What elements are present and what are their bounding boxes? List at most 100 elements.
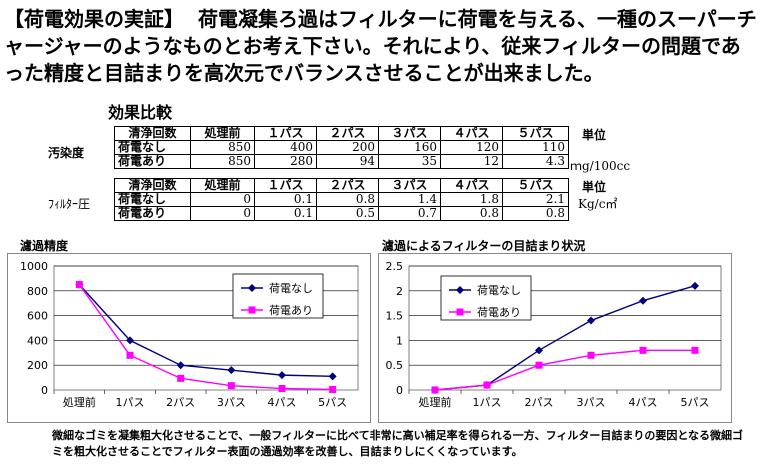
table-header-row: 清浄回数 処理前 １パス ２パス ３パス ４パス ５パス: [114, 126, 569, 141]
legend-label: 荷電あり: [269, 304, 313, 317]
x-tick-label: 4パス: [629, 396, 658, 409]
y-tick-label: 200: [27, 359, 48, 372]
table-row-label-filter-pressure: ﾌｨﾙﾀｰ圧: [48, 197, 91, 211]
section-title: 効果比較: [108, 103, 173, 122]
table-cell: 120: [440, 140, 503, 155]
x-tick-label: 2パス: [525, 396, 554, 409]
x-tick-label: 処理前: [63, 395, 96, 409]
table-cell: 0: [190, 206, 255, 221]
data-point: [328, 372, 337, 381]
table-header-cell: ５パス: [502, 178, 569, 193]
data-point: [639, 346, 647, 354]
table-header-cell: ４パス: [440, 178, 503, 193]
y-tick-label: 800: [27, 285, 48, 298]
data-point: [535, 361, 543, 369]
table-cell: 850: [190, 154, 255, 169]
data-point: [126, 336, 134, 345]
data-point: [126, 351, 134, 359]
unit-value: Kg/c㎡: [578, 197, 618, 211]
chart-title: 濾過精度: [20, 239, 69, 253]
unit-header: 単位: [582, 128, 607, 142]
table-cell: 850: [190, 140, 255, 155]
table-row-label: 荷電あり: [114, 206, 191, 221]
data-point: [535, 346, 543, 355]
x-tick-label: 処理前: [419, 395, 452, 409]
table-header-row: 清浄回数 処理前 １パス ２パス ３パス ４パス ５パス: [114, 178, 569, 193]
table-row: 荷電あり 850 280 94 35 12 4.3: [114, 154, 569, 169]
table-cell: 1.8: [440, 192, 503, 207]
table-header-cell: 処理前: [190, 126, 255, 141]
table-header-cell: 処理前: [190, 178, 255, 193]
table-header-cell: 清浄回数: [114, 178, 191, 193]
table-row-label: 荷電なし: [114, 140, 191, 155]
clogging-chart: 0 0.5 1 1.5 2 2.5 処理前 1パス 2パス 3パス 4パス 5パス 荷電なし 荷電あり: [378, 253, 732, 423]
table-header-cell: ３パス: [378, 126, 441, 141]
series-line: [434, 349, 695, 391]
x-tick-label: 1パス: [116, 396, 145, 409]
filtration-accuracy-chart: 0 200 400 600 800 1000 処理前 1パス 2パス 3パス 4パス 5パス 荷電なし荷…: [7, 253, 371, 423]
y-tick-label: 0.5: [386, 359, 404, 372]
data-point: [177, 374, 185, 382]
data-point: [227, 382, 235, 390]
table-cell: 280: [254, 154, 317, 169]
chart-title: 濾過によるフィルターの目詰まり状況: [382, 239, 586, 253]
table-cell: 2.1: [502, 192, 569, 207]
table-cell: 0.5: [316, 206, 379, 221]
table-header-cell: 清浄回数: [114, 126, 191, 141]
table-cell: 0.1: [254, 192, 317, 207]
y-tick-label: 1: [396, 334, 403, 347]
table-header-cell: ４パス: [440, 126, 503, 141]
x-tick-label: 2パス: [166, 396, 195, 409]
table-header-cell: ３パス: [378, 178, 441, 193]
legend-marker: [248, 284, 256, 292]
data-point: [483, 381, 491, 389]
x-tick-label: 1パス: [473, 396, 502, 409]
data-point: [227, 366, 236, 375]
y-tick-label: 0: [41, 384, 48, 397]
intro-text: 【荷電効果の実証】 荷電凝集ろ過はフィルターに荷電を与える、一種のスーパーチャージ…: [4, 6, 758, 87]
contamination-table: 清浄回数 処理前 １パス ２パス ３パス ４パス ５パス 荷電なし 850 40…: [114, 126, 569, 169]
table-row-label-contamination: 汚染度: [48, 146, 85, 160]
table-cell: 12: [440, 154, 503, 169]
unit-header: 単位: [582, 180, 607, 194]
data-point: [278, 385, 286, 393]
series-line: [78, 284, 333, 378]
table-cell: 35: [378, 154, 441, 169]
legend-label: 荷電なし: [477, 284, 521, 297]
chart-svg: 0 200 400 600 800 1000 処理前 1パス 2パス 3パス 4パス 5パス 荷電なし荷…: [20, 260, 359, 409]
table-header-cell: ２パス: [316, 178, 379, 193]
table-row: 荷電なし 850 400 200 160 120 110: [114, 140, 569, 155]
table-cell: 200: [316, 140, 379, 155]
data-point: [691, 346, 699, 354]
intro-body: 荷電凝集ろ過はフィルターに荷電を与える、一種のスーパーチャージャーのようなものと…: [4, 7, 757, 85]
filter-pressure-table: 清浄回数 処理前 １パス ２パス ３パス ４パス ５パス 荷電なし 0 0.1 …: [114, 178, 569, 221]
table-cell: 160: [378, 140, 441, 155]
y-tick-label: 0: [396, 384, 403, 397]
legend-marker: [456, 286, 464, 294]
data-point: [75, 281, 83, 289]
data-point: [587, 351, 595, 359]
x-tick-label: 5パス: [681, 396, 710, 409]
x-tick-label: 4パス: [268, 396, 297, 409]
table-header-cell: ２パス: [316, 126, 379, 141]
table-cell: 0.1: [254, 206, 317, 221]
table-header-cell: ５パス: [502, 126, 569, 141]
data-point: [329, 385, 337, 393]
table-cell: 0.8: [502, 206, 569, 221]
legend-marker: [456, 308, 464, 316]
y-tick-label: 2: [396, 285, 403, 298]
legend-label: 荷電あり: [477, 306, 521, 319]
x-tick-label: 3パス: [577, 396, 606, 409]
table-cell: 1.4: [378, 192, 441, 207]
x-tick-label: 5パス: [318, 396, 347, 409]
table-row: 荷電なし 0 0.1 0.8 1.4 1.8 2.1: [114, 192, 569, 207]
y-tick-label: 2.5: [386, 260, 404, 273]
table-cell: 0.7: [378, 206, 441, 221]
x-tick-label: 3パス: [217, 396, 246, 409]
data-point: [176, 361, 185, 370]
intro-lead: 【荷電効果の実証】: [4, 7, 184, 31]
table-cell: 94: [316, 154, 379, 169]
table-header-cell: １パス: [254, 126, 317, 141]
table-cell: 0: [190, 192, 255, 207]
